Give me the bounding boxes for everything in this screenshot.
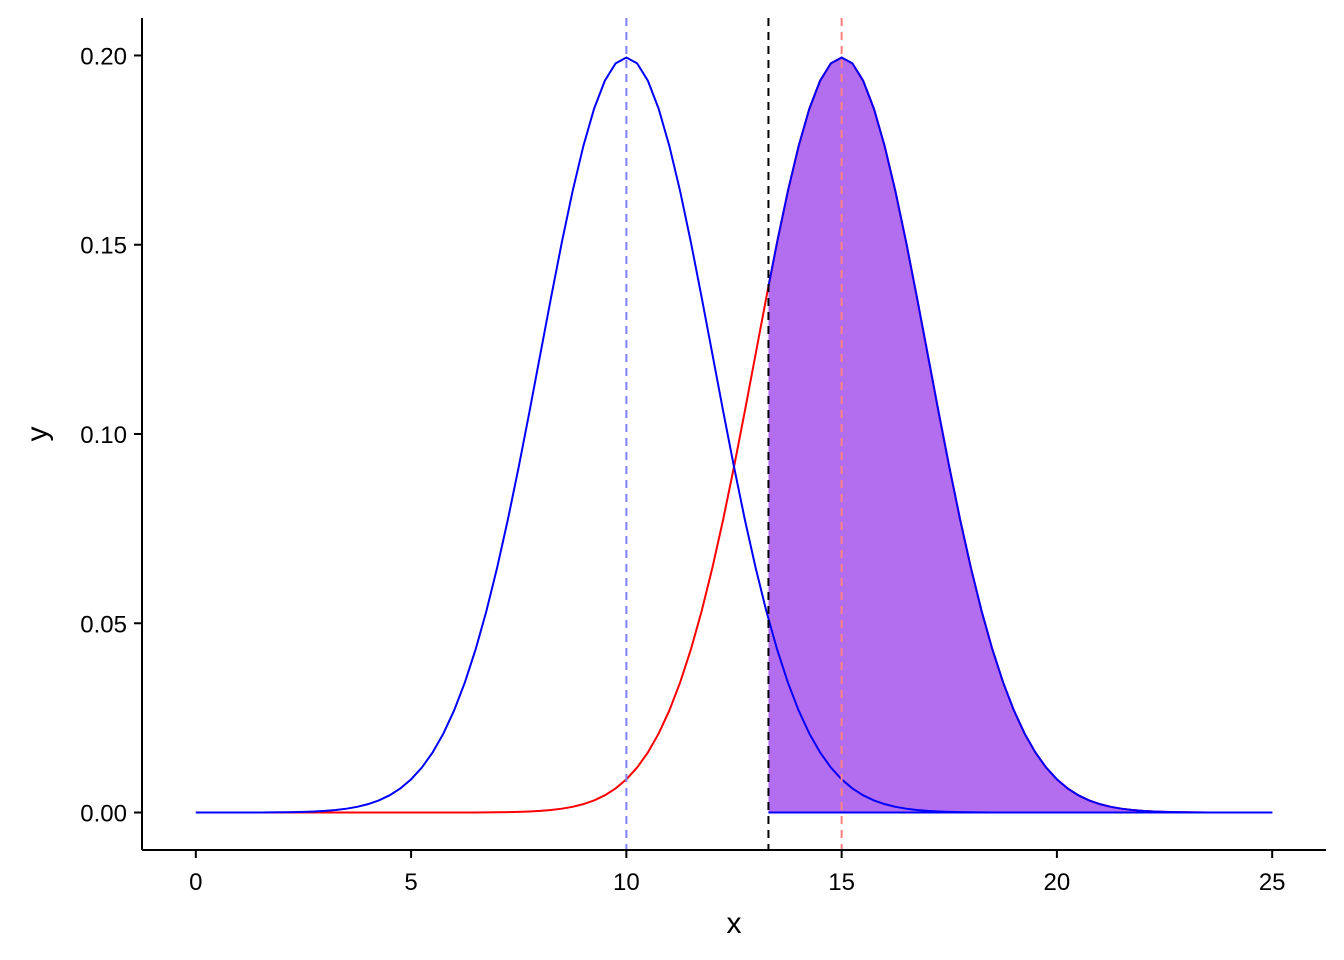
y-tick-label: 0.15 xyxy=(80,233,127,260)
series-line-mean-15 xyxy=(195,56,1273,814)
y-tick-label: 0.00 xyxy=(80,801,127,828)
x-tick-label: 20 xyxy=(1044,869,1071,896)
series-line-mean-10 xyxy=(195,56,1273,814)
x-tick-label: 10 xyxy=(613,869,640,896)
x-tick-label: 5 xyxy=(404,869,417,896)
y-tick-label: 0.05 xyxy=(80,611,127,638)
axes: 0 5 10 15 20 25 0.00 0.05 0.10 0.15 0.20 xyxy=(80,18,1326,896)
x-tick-label: 15 xyxy=(828,869,855,896)
y-axis-title: y xyxy=(21,427,54,442)
y-tick-label: 0.20 xyxy=(80,43,127,70)
x-tick-label: 25 xyxy=(1259,869,1286,896)
plot-area xyxy=(195,18,1273,850)
x-axis-title: x xyxy=(727,907,742,940)
y-tick-label: 0.10 xyxy=(80,422,127,449)
shaded-area xyxy=(768,57,1273,813)
x-tick-label: 0 xyxy=(189,869,202,896)
